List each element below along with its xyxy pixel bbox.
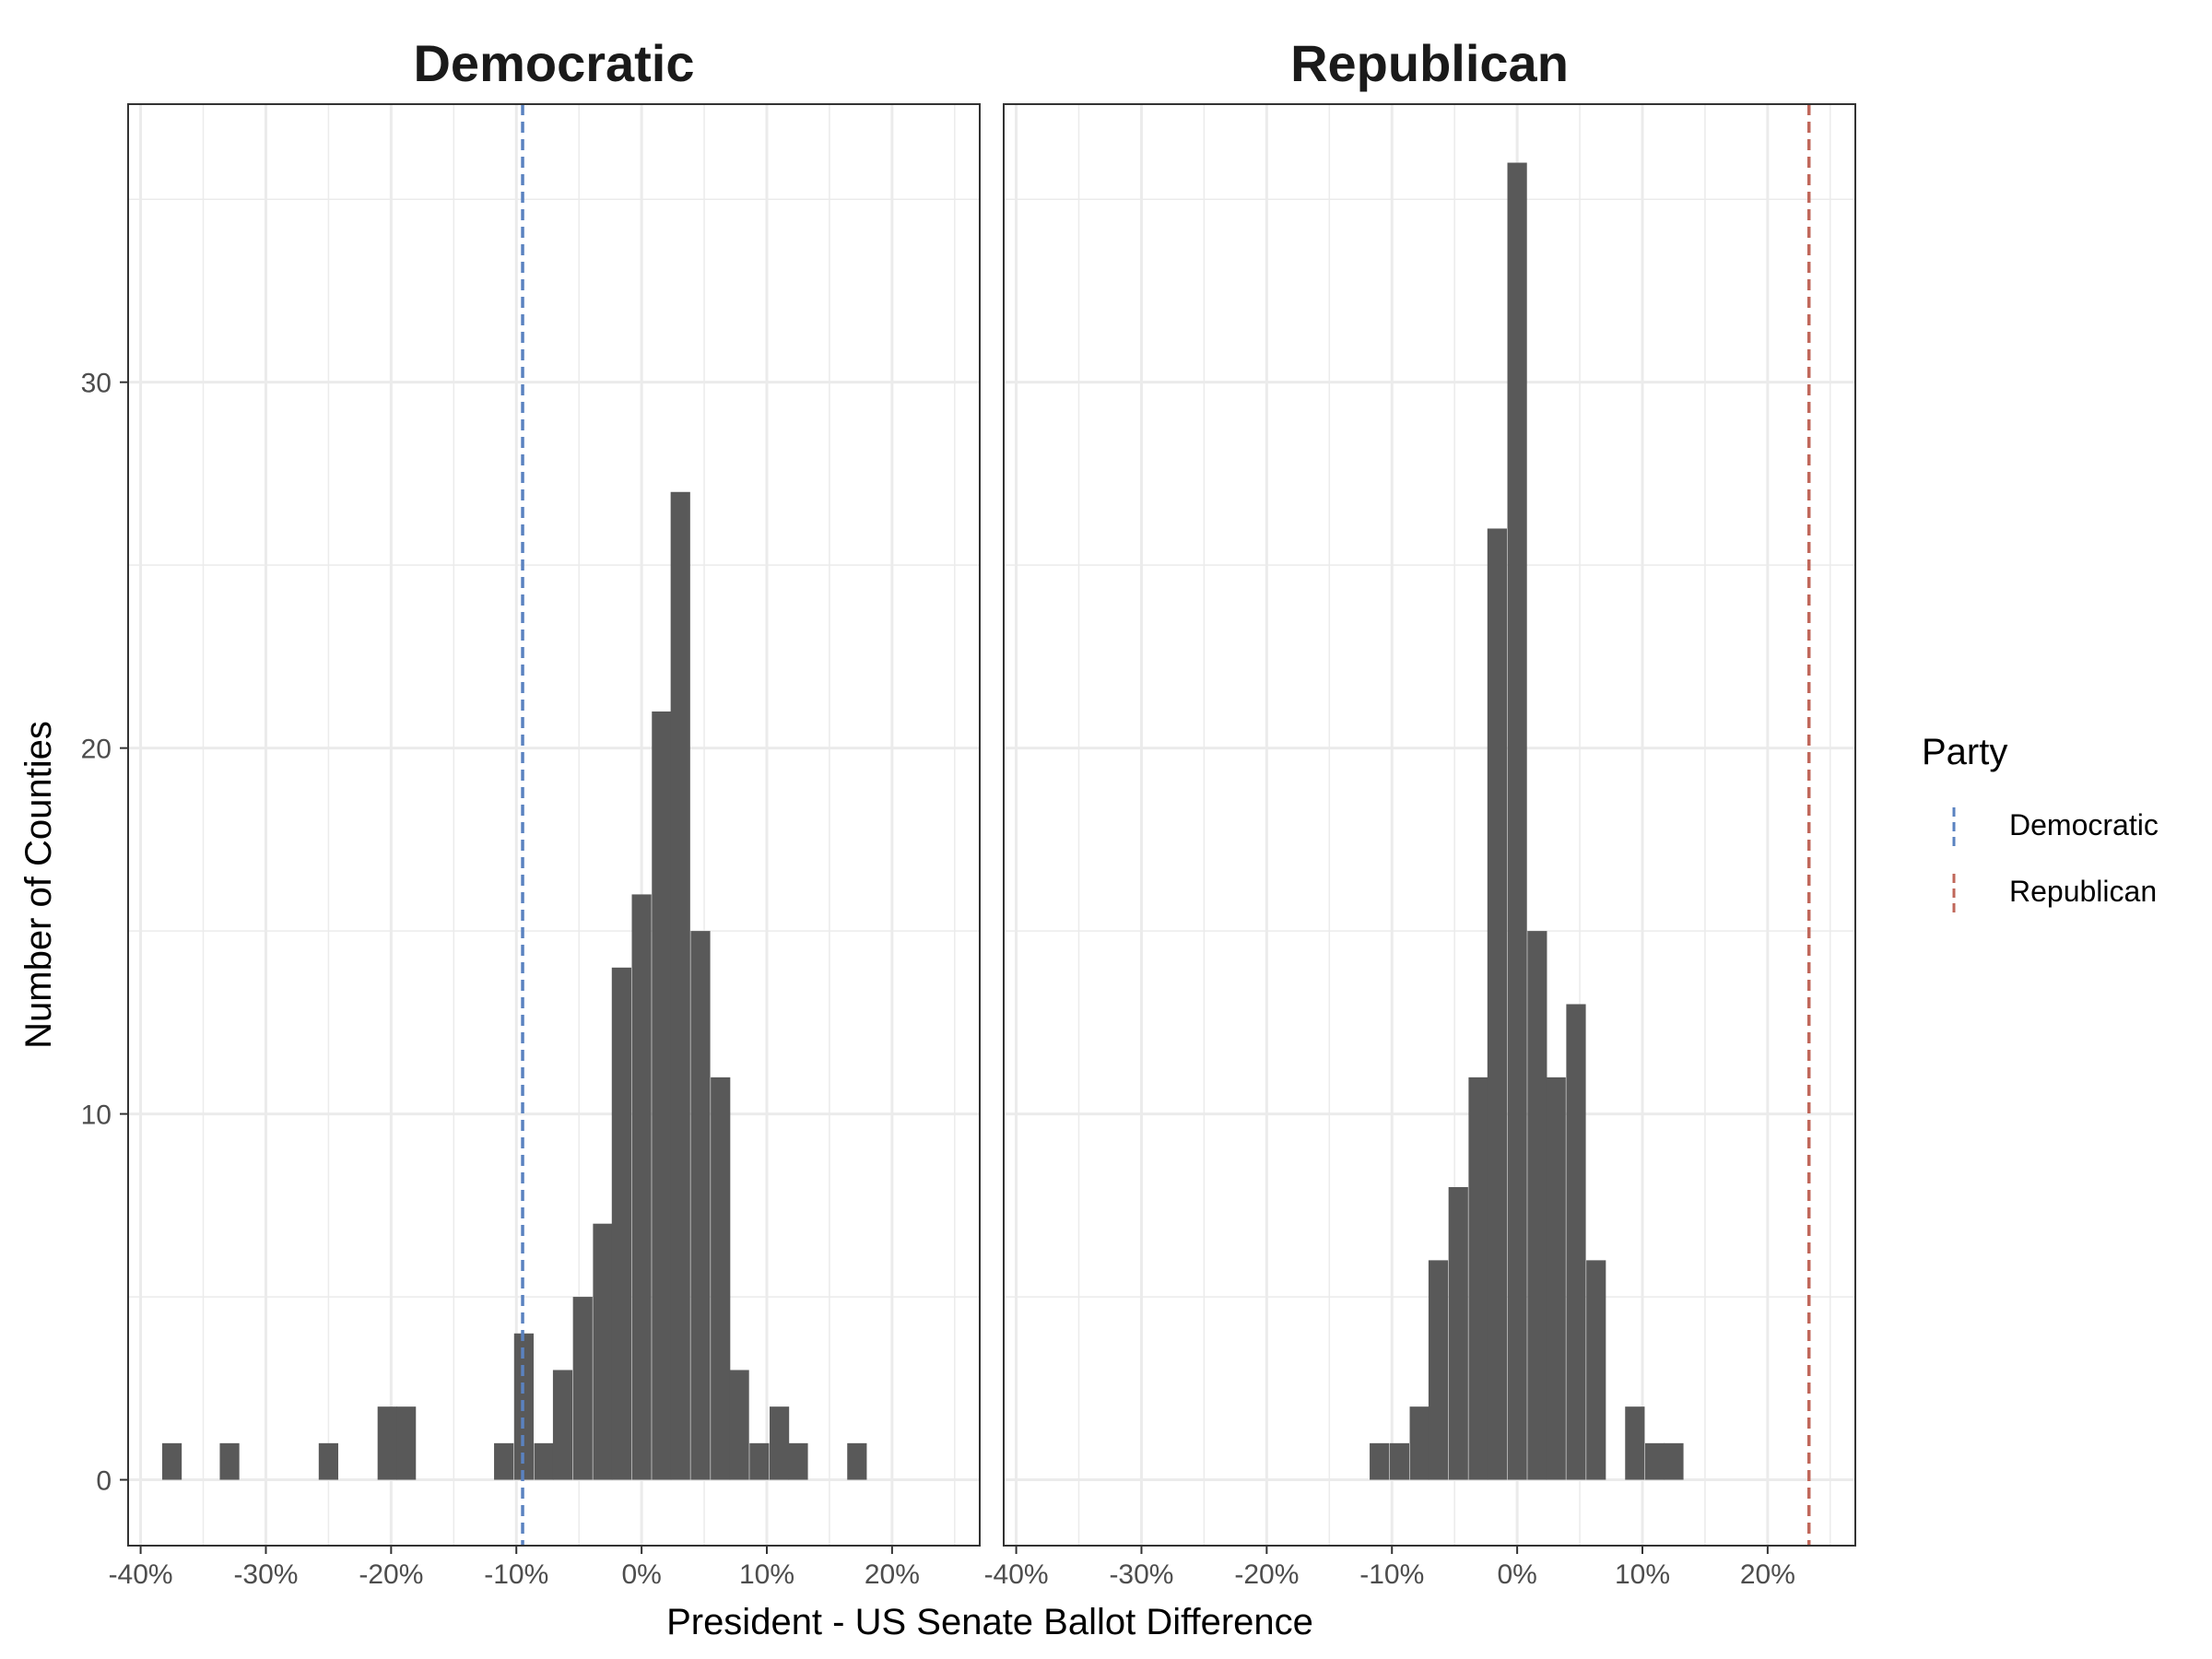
histogram-bar	[377, 1406, 397, 1480]
x-tick-label: -10%	[484, 1559, 548, 1590]
histogram-bar	[847, 1442, 867, 1480]
histogram-bar	[1389, 1442, 1409, 1480]
panel-title: Democratic	[413, 34, 694, 92]
panel-border	[127, 103, 981, 1547]
histogram-bar	[396, 1406, 417, 1480]
x-tick-label: 10%	[739, 1559, 794, 1590]
panel-title: Republican	[1290, 34, 1569, 92]
histogram-bar	[494, 1442, 514, 1480]
panel-border	[1003, 103, 1856, 1547]
histogram-bar	[1487, 528, 1507, 1480]
histogram-bar	[1428, 1260, 1449, 1480]
y-axis: 0 10 20 30	[81, 369, 128, 1497]
x-tick-label: -40%	[109, 1559, 173, 1590]
histogram-bar	[1507, 162, 1527, 1480]
histogram-bar	[593, 1223, 613, 1480]
histogram-bar	[1586, 1260, 1606, 1480]
histogram-bar	[749, 1442, 770, 1480]
legend-democratic-label: Democratic	[2009, 808, 2159, 841]
legend-title: Party	[1922, 732, 2007, 772]
histogram-bar	[1370, 1442, 1390, 1480]
histogram-bar	[788, 1442, 808, 1480]
x-tick-label: -20%	[359, 1559, 423, 1590]
histogram-bar	[631, 894, 652, 1480]
x-tick-label: 20%	[1740, 1559, 1795, 1590]
histogram-bar	[711, 1077, 731, 1480]
histogram-bar	[1448, 1186, 1468, 1480]
x-tick-label: -20%	[1234, 1559, 1299, 1590]
histogram-bar	[1625, 1406, 1645, 1480]
histogram-bar	[161, 1442, 182, 1480]
panel-background	[127, 103, 981, 1547]
y-tick-label: 10	[81, 1100, 112, 1131]
histogram-bar	[1468, 1077, 1488, 1480]
histogram-bar	[769, 1406, 790, 1480]
histogram-bar	[729, 1370, 749, 1480]
x-axis-title: President - US Senate Ballot Difference	[666, 1602, 1313, 1642]
histogram-bar	[1566, 1004, 1586, 1480]
histogram-bar	[611, 967, 631, 1480]
histogram-bar	[1644, 1442, 1665, 1480]
legend-republican-label: Republican	[2009, 875, 2157, 908]
x-tick-label: 0%	[621, 1559, 661, 1590]
y-tick-label: 30	[81, 369, 112, 399]
legend: Party Democratic Republican	[1922, 732, 2159, 912]
x-tick-label: 20%	[865, 1559, 920, 1590]
histogram-bar	[534, 1442, 554, 1480]
panel-republican: Republican -40% -30% -20% -10% 0% 10% 20%	[984, 34, 1856, 1590]
panel-democratic: Democratic -40% -30% -20% -10% 0% 10% 20%	[109, 34, 981, 1590]
histogram-bar	[670, 491, 690, 1480]
histogram-bar	[219, 1442, 240, 1480]
histogram-bar	[552, 1370, 573, 1480]
y-tick-label: 0	[96, 1466, 112, 1497]
histogram-bar	[1546, 1077, 1566, 1480]
histogram-bar	[690, 931, 711, 1480]
histogram-bar	[1664, 1442, 1684, 1480]
x-tick-label: -30%	[233, 1559, 298, 1590]
x-tick-label: -40%	[984, 1559, 1049, 1590]
histogram-bar	[318, 1442, 339, 1480]
panels-layer: Democratic-40% -30% -20% -10% 0% 10% 20%Republ…	[109, 34, 1856, 1590]
x-tick-label: -30%	[1109, 1559, 1173, 1590]
histogram-bar	[572, 1297, 593, 1480]
y-tick-label: 20	[81, 735, 112, 765]
x-tick-label: 0%	[1497, 1559, 1536, 1590]
x-tick-label: 10%	[1615, 1559, 1670, 1590]
histogram-bar	[1409, 1406, 1430, 1480]
histogram-bar	[652, 711, 672, 1480]
histogram-bar	[1527, 931, 1547, 1480]
x-tick-label: -10%	[1359, 1559, 1424, 1590]
y-axis-title: Number of Counties	[18, 721, 59, 1049]
